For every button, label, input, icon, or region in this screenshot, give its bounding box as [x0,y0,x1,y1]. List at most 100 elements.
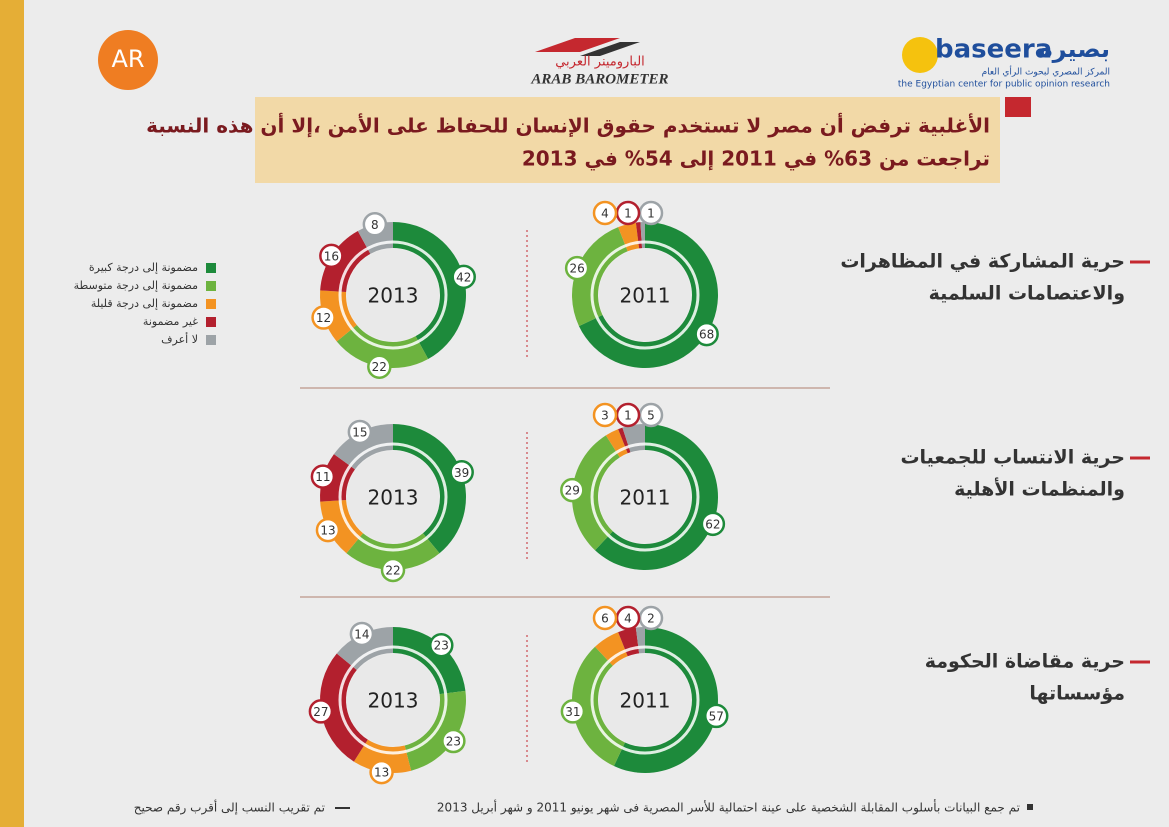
donut-inner [347,249,439,341]
baseera-ar: بصيرة [1038,35,1110,63]
value-label: 26 [569,262,584,276]
value-badge [367,354,392,379]
donut-segment [393,222,466,359]
value-badge [429,632,454,658]
donut-center-label: 2013 [368,689,419,713]
value-label: 2 [647,612,655,626]
value-label: 1 [624,207,632,221]
legend-swatch [206,335,216,345]
value-label: 5 [647,409,655,423]
value-label: 8 [371,218,379,232]
value-label: 22 [372,360,387,374]
donut-ring [338,442,448,552]
value-badge [380,557,406,583]
value-badge [700,511,726,537]
value-badge [592,402,618,428]
value-label: 3 [601,409,609,423]
row-label: مؤسساتها [1029,683,1125,705]
value-label: 31 [565,705,580,719]
donut-segment [320,653,368,762]
value-label: 1 [624,409,632,423]
value-badge [451,264,476,290]
value-label: 22 [385,564,400,578]
donut-center-label: 2011 [620,486,671,510]
row-label: حرية المشاركة في المظاهرات [840,251,1125,273]
value-badge [319,243,344,269]
value-badge [592,200,618,226]
value-label: 12 [316,311,331,325]
value-label: 23 [446,735,461,749]
barometer-mark [535,38,620,52]
value-badge [310,464,336,489]
donut-ring [590,645,700,755]
value-badge [369,759,394,785]
footnote-bullet [1027,804,1033,810]
donut-ring [590,442,700,552]
value-badge [449,460,474,485]
donut-segment [613,627,718,773]
baseera-sub-en: the Egyptian center for public opinion r… [898,80,1110,90]
row-label: حرية الانتساب للجمعيات [900,447,1125,469]
value-badge [564,255,590,281]
value-badge [703,703,729,729]
donut-segment [572,435,620,551]
header-box [255,97,1000,183]
value-badge [592,605,618,631]
header-line: الأغلبية ترفض أن مصر لا تستخدم حقوق الإن… [146,112,990,138]
ar-logo [98,30,158,90]
value-badge [694,321,719,347]
legend-swatch [206,263,216,273]
legend-label: مضمونة إلى درجة قليلة [91,297,198,310]
value-badge [441,728,466,754]
donut-segment [320,231,371,293]
legend-label: مضمونة إلى درجة متوسطة [74,279,199,292]
donut-inner [347,451,439,543]
value-badge [362,212,388,237]
value-label: 29 [565,484,580,498]
donut-inner [599,249,691,341]
legend-swatch [206,281,216,291]
legend-label: غير مضمونة [143,315,198,328]
legend-label: لا أعرف [161,332,198,346]
donut-center-label: 2011 [620,284,671,308]
value-label: 11 [315,470,330,484]
value-label: 4 [624,612,632,626]
value-badge [311,305,336,330]
value-label: 16 [324,249,339,263]
value-badge [560,699,586,724]
barometer-en: ARAB BAROMETER [530,71,668,87]
donut-inner [347,654,439,746]
value-label: 57 [709,709,724,723]
legend-label: مضمونة إلى درجة كبيرة [89,261,198,274]
value-label: 4 [601,207,609,221]
value-label: 14 [354,627,369,641]
value-label: 39 [454,466,469,480]
donut-center-label: 2011 [620,689,671,713]
row-label: حرية مقاضاة الحكومة [925,651,1125,673]
value-label: 68 [699,328,714,342]
donut-inner [599,451,691,543]
footnote: تم تقريب النسب إلى أقرب رقم صحيح [134,800,325,816]
value-label: 6 [601,612,609,626]
value-label: 13 [374,766,389,780]
baseera-sub-ar: المركز المصري لبحوث الرأي العام [982,66,1110,78]
value-badge [315,517,341,543]
legend-swatch [206,299,216,309]
donut-segment [320,290,357,342]
donut-segment [346,533,440,570]
row-label: والمنظمات الأهلية [954,478,1125,501]
header-flag [1005,97,1031,117]
barometer-ar: البارومينر العربي [555,55,645,70]
donut-segment [572,646,625,767]
value-label: 15 [352,425,367,439]
ar-logo-text: AR [111,45,144,73]
value-badge [560,477,585,503]
row-label: والاعتصامات السلمية [929,283,1125,305]
donut-inner [599,654,691,746]
header-line: تراجعت من 63% في 2011 إلى 54% في 2013 [522,147,990,172]
donut-segment [333,423,393,470]
side-strip [0,0,24,827]
donut-center-label: 2013 [368,284,419,308]
donut-segment [320,499,364,554]
